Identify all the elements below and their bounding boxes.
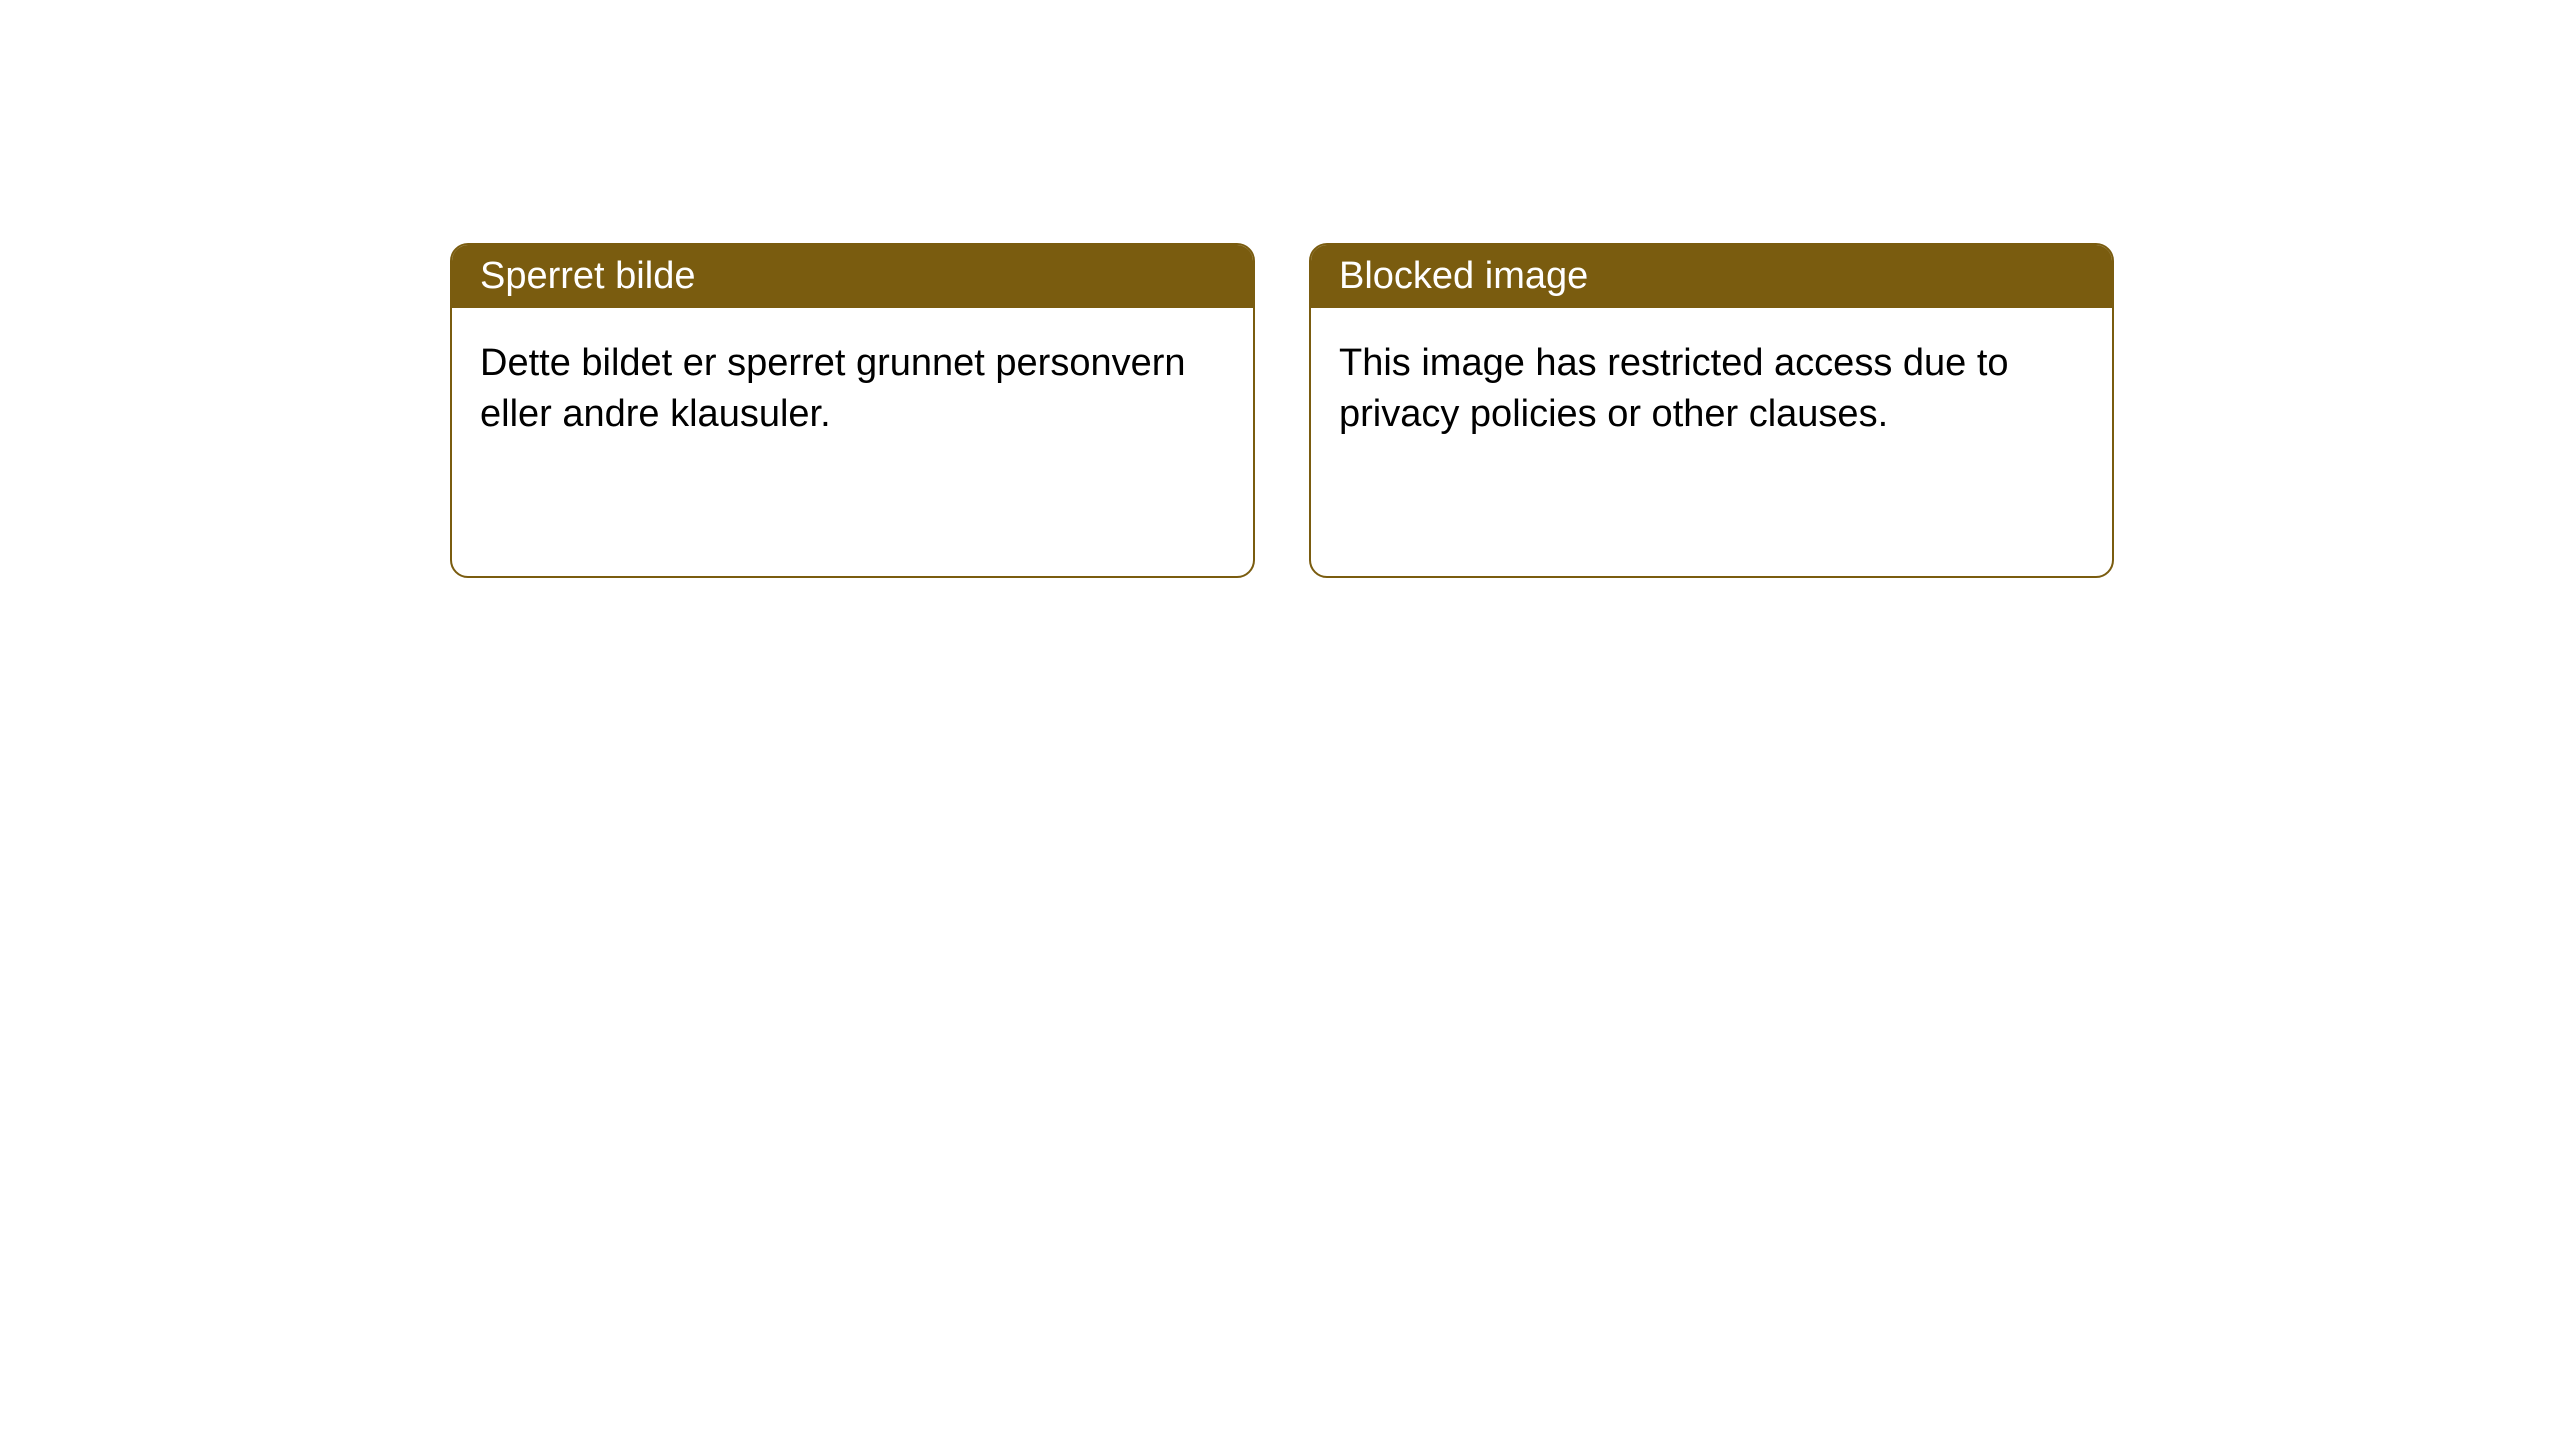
notice-card-english: Blocked image This image has restricted … <box>1309 243 2114 578</box>
notice-card-title: Blocked image <box>1311 245 2112 308</box>
notice-card-body: This image has restricted access due to … <box>1311 308 2112 471</box>
notice-card-title: Sperret bilde <box>452 245 1253 308</box>
notice-card-norwegian: Sperret bilde Dette bildet er sperret gr… <box>450 243 1255 578</box>
notice-card-body: Dette bildet er sperret grunnet personve… <box>452 308 1253 471</box>
notice-container: Sperret bilde Dette bildet er sperret gr… <box>0 0 2560 578</box>
